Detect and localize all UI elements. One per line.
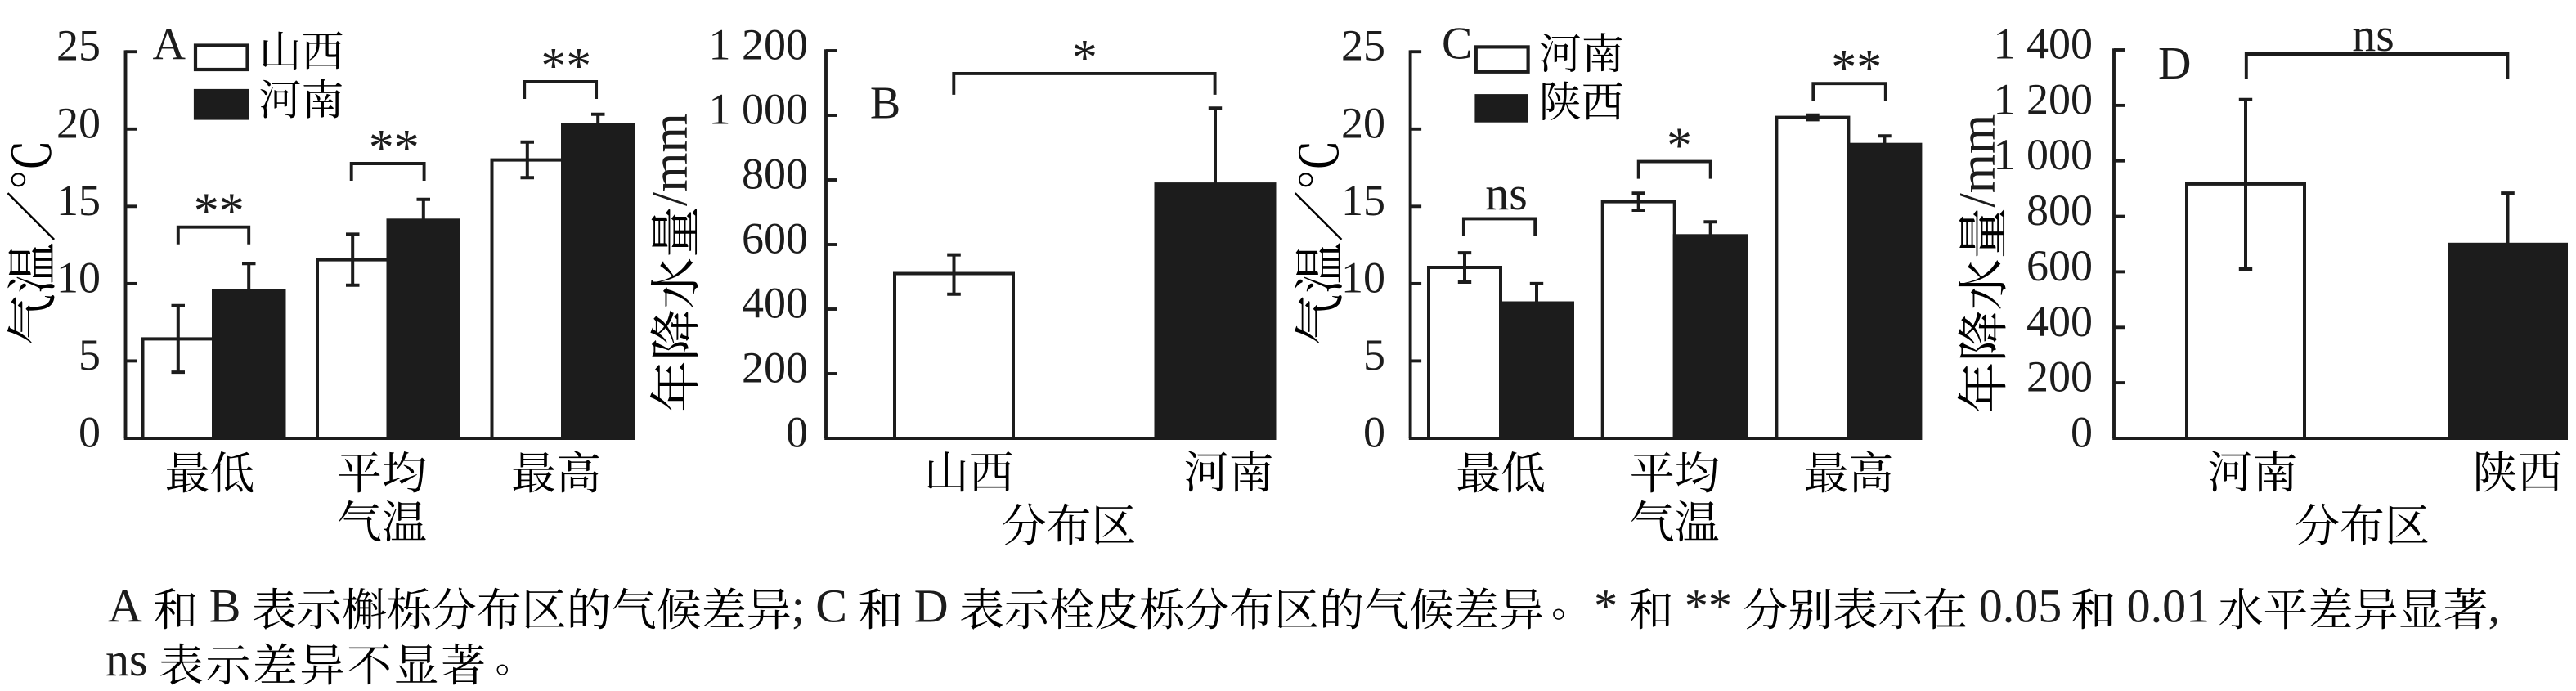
svg-text:**: ** [194, 184, 245, 240]
svg-text:**: ** [541, 38, 591, 94]
svg-text:10: 10 [1341, 253, 1385, 302]
svg-text:C: C [1442, 19, 1472, 70]
svg-text:;: ; [792, 580, 805, 633]
svg-text:**: ** [1685, 580, 1732, 633]
svg-text:400: 400 [2026, 297, 2093, 346]
svg-text:ns: ns [2352, 8, 2394, 61]
svg-text:200: 200 [742, 343, 808, 393]
svg-text:*: * [1072, 30, 1097, 86]
svg-text:1 200: 1 200 [1994, 74, 2094, 123]
svg-text:0: 0 [1363, 408, 1385, 457]
svg-text:400: 400 [742, 279, 808, 328]
svg-text:0: 0 [2071, 408, 2093, 457]
svg-text:600: 600 [2026, 241, 2093, 290]
svg-text:B: B [870, 79, 900, 129]
svg-text:800: 800 [2026, 186, 2093, 235]
svg-text:,: , [2488, 580, 2501, 633]
svg-text:15: 15 [56, 176, 101, 225]
svg-text:600: 600 [742, 214, 808, 263]
svg-text:A: A [153, 20, 186, 70]
svg-text:ns: ns [1485, 167, 1528, 220]
svg-text:5: 5 [79, 330, 101, 379]
svg-text:0: 0 [786, 408, 808, 457]
svg-text:0.01: 0.01 [2127, 580, 2210, 633]
svg-text:5: 5 [1363, 330, 1385, 379]
svg-text:15: 15 [1341, 176, 1385, 225]
svg-text:**: ** [369, 120, 420, 176]
svg-text:ns: ns [105, 633, 148, 686]
svg-text:/mm: /mm [1950, 114, 2006, 208]
svg-text:*: * [1667, 119, 1692, 174]
svg-text:**: ** [1831, 40, 1882, 96]
svg-text:800: 800 [742, 150, 808, 199]
svg-text:*: * [1594, 580, 1618, 633]
svg-text:1 000: 1 000 [1994, 130, 2094, 179]
svg-text:C: C [815, 580, 847, 633]
svg-text:1 200: 1 200 [709, 20, 809, 70]
svg-text:D: D [914, 580, 949, 633]
svg-text:D: D [2158, 38, 2191, 89]
svg-text:20: 20 [1341, 98, 1385, 147]
svg-text:B: B [209, 580, 241, 633]
svg-text:A: A [108, 580, 142, 633]
svg-text:0.05: 0.05 [1979, 580, 2062, 633]
svg-text:0: 0 [79, 408, 101, 457]
svg-text:/mm: /mm [643, 113, 698, 206]
svg-text:25: 25 [1341, 21, 1385, 70]
svg-text:1 000: 1 000 [709, 85, 809, 134]
svg-text:200: 200 [2026, 352, 2093, 402]
svg-text:20: 20 [56, 98, 101, 147]
svg-text:1 400: 1 400 [1994, 20, 2094, 69]
svg-text:10: 10 [56, 253, 101, 302]
svg-text:25: 25 [56, 21, 101, 70]
